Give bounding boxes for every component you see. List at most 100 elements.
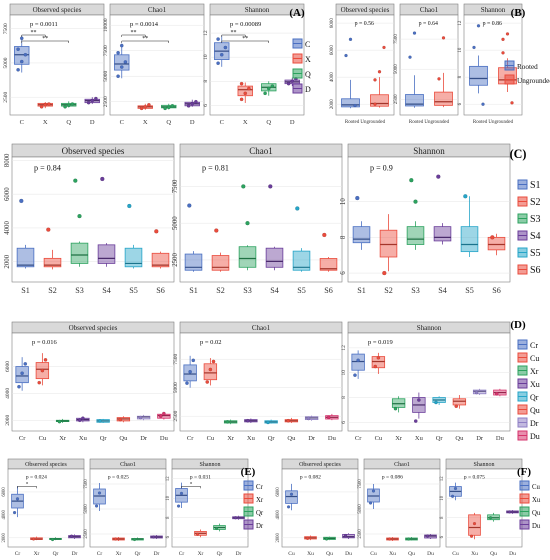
x-tick-label: Xr xyxy=(227,435,235,442)
x-tick-label: Qr xyxy=(53,551,59,557)
p-value: p = 0.019 xyxy=(368,339,393,346)
legend-b: Rooted Ungrounded xyxy=(504,60,550,85)
x-tick-label: Cr xyxy=(187,435,194,442)
legend-label: S2 xyxy=(530,197,541,208)
x-tick-label: S2 xyxy=(216,286,225,295)
x-tick-label: Cu xyxy=(370,551,377,557)
box xyxy=(352,226,371,244)
data-point xyxy=(158,414,163,418)
x-tick-label: D xyxy=(290,119,295,126)
box xyxy=(469,65,488,86)
data-point xyxy=(123,60,128,64)
data-point xyxy=(219,53,224,57)
box xyxy=(319,258,338,271)
legend-label: Dr xyxy=(530,419,539,428)
y-tick-label: 12 xyxy=(166,476,171,481)
p-value: p = 0.031 xyxy=(190,475,211,481)
data-point xyxy=(216,61,220,65)
data-point xyxy=(191,358,196,363)
x-tick-label: Q xyxy=(66,119,71,126)
y-tick-label: 8000 xyxy=(4,153,11,167)
legend-f: Cu Xu Qu Du xyxy=(519,480,541,530)
facet-shannon: Shannon 6 8 10 S1 S2 S3 S4 S5 S6 p = 0.9 xyxy=(340,143,511,295)
p-value: p = 0.86 xyxy=(483,21,502,27)
plot-area xyxy=(171,468,249,548)
significance-stars: ** xyxy=(231,30,237,36)
x-tick-label: C xyxy=(220,119,224,126)
box xyxy=(472,389,487,395)
x-tick-label: Xu xyxy=(307,551,314,557)
data-point xyxy=(15,497,20,501)
box xyxy=(434,91,453,106)
p-value: p = 0.016 xyxy=(32,339,58,346)
data-point xyxy=(266,86,271,91)
data-point xyxy=(270,84,275,88)
significance-stars: ** xyxy=(42,36,48,42)
y-tick-label: 2500 xyxy=(172,253,179,267)
plot-area xyxy=(109,14,205,116)
x-tick-label: Du xyxy=(160,435,169,442)
facet-title: Observed species xyxy=(25,462,67,468)
y-tick-label: 7500 xyxy=(172,179,179,193)
data-point xyxy=(373,78,377,82)
x-tick-label: S6 xyxy=(156,286,165,295)
y-tick-label: 4000 xyxy=(330,72,335,82)
data-point xyxy=(377,70,382,74)
data-point xyxy=(510,101,514,105)
data-point xyxy=(138,415,143,420)
y-tick-label: 12 xyxy=(203,30,209,36)
y-tick-label: 6000 xyxy=(2,487,7,497)
data-point xyxy=(348,37,353,41)
data-point xyxy=(120,65,124,69)
data-point xyxy=(95,504,99,508)
data-point xyxy=(86,100,91,105)
y-tick-label: 2000 xyxy=(4,254,11,268)
data-point xyxy=(32,537,36,541)
x-tick-label: Qr xyxy=(135,551,141,557)
x-tick-label: Cr xyxy=(179,551,185,557)
data-point xyxy=(268,184,273,189)
data-point xyxy=(163,106,167,111)
x-tick-label: Xr xyxy=(198,551,204,557)
legend-label: D xyxy=(305,85,311,94)
data-point xyxy=(481,102,485,106)
data-point xyxy=(43,102,48,107)
plot-area xyxy=(335,14,395,116)
facet-observed-species: Observed species 2000 4000 6000 8000 Rooted U… xyxy=(330,3,395,125)
legend-label: S6 xyxy=(530,265,541,276)
data-point xyxy=(98,419,102,423)
y-tick-label: 6 xyxy=(458,102,463,105)
box xyxy=(184,253,203,271)
box xyxy=(151,252,170,268)
panel-label: (C) xyxy=(510,147,527,161)
data-point xyxy=(39,105,44,109)
x-tick-label: Cu xyxy=(452,551,459,557)
data-point xyxy=(190,102,194,106)
x-tick-label: Dr xyxy=(154,551,160,557)
data-point xyxy=(371,489,376,493)
x-tick-label: D xyxy=(90,119,95,126)
x-tick-label: Qu xyxy=(119,435,128,442)
facet-shannon: Shannon 6 8 10 12 Cu Xu Qu Du p = 0.075 xyxy=(440,458,523,557)
x-tick-label: S4 xyxy=(438,286,447,295)
legend-label: Qr xyxy=(530,393,539,402)
data-point xyxy=(154,229,159,234)
data-point xyxy=(353,373,357,377)
data-point xyxy=(81,416,85,420)
data-point xyxy=(306,416,311,421)
data-point xyxy=(463,194,468,199)
data-point xyxy=(40,368,45,373)
data-point xyxy=(70,534,74,538)
facet-title: Shannon xyxy=(417,324,442,332)
data-point xyxy=(100,176,105,182)
data-point xyxy=(505,32,510,36)
data-point xyxy=(63,105,67,109)
box xyxy=(265,247,284,268)
data-point xyxy=(186,104,191,108)
data-point xyxy=(286,418,290,423)
data-point xyxy=(211,359,216,364)
x-tick-label: S2 xyxy=(48,286,57,295)
x-tick-label: Xu xyxy=(79,435,88,442)
legend-label: C xyxy=(305,40,310,49)
